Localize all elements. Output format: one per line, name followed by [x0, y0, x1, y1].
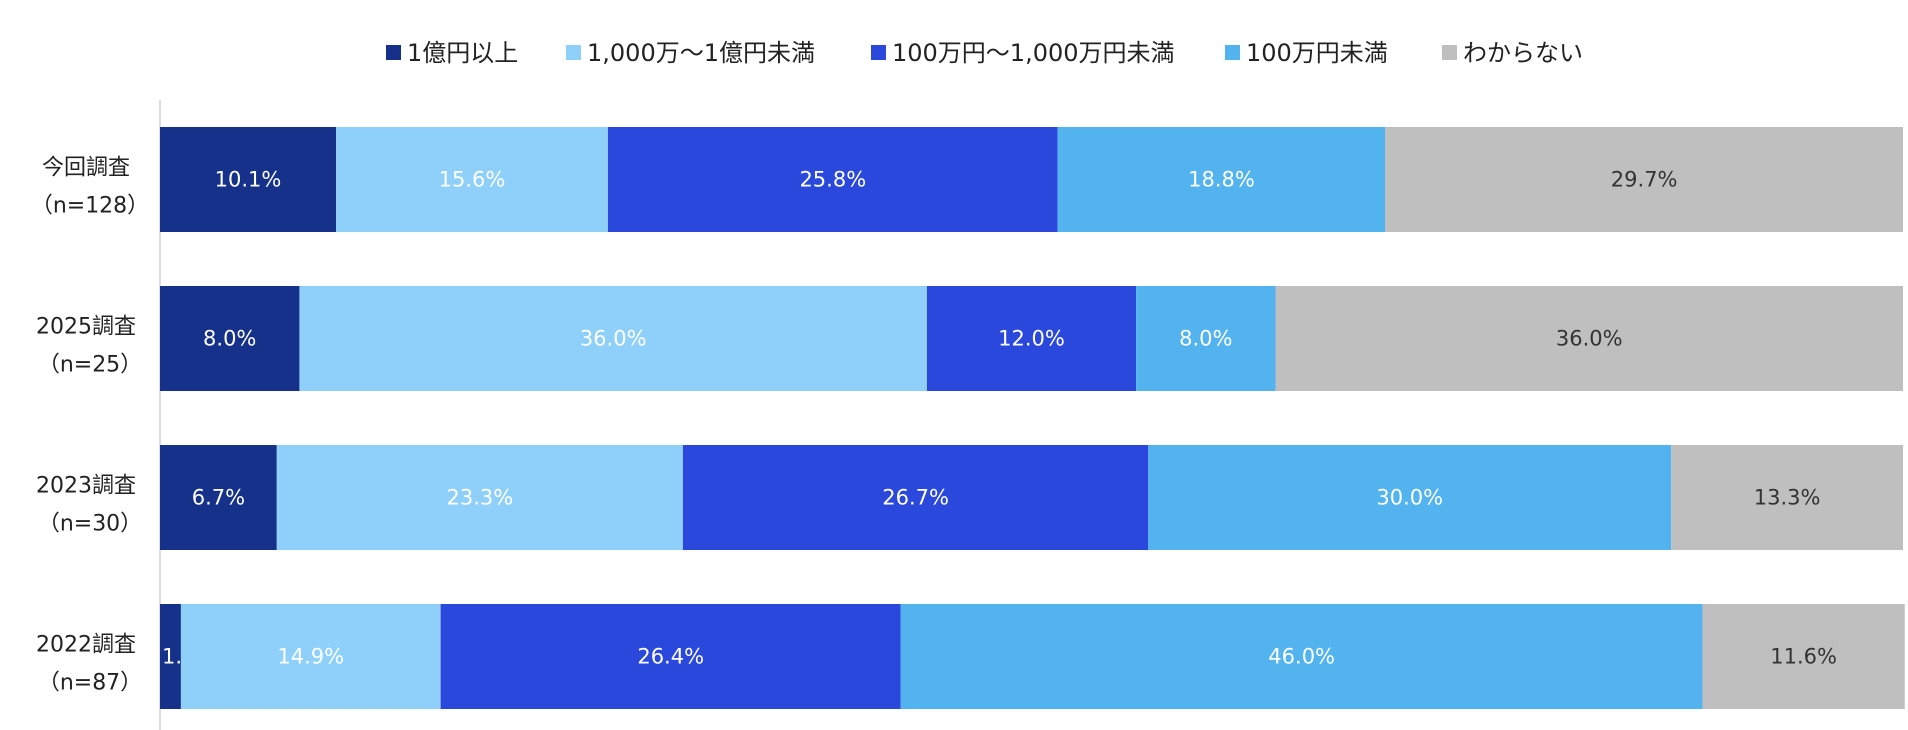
legend-swatch [1442, 45, 1457, 60]
bar-row: 10.1% 15.6% 25.8% 18.8% 29.7% [160, 127, 1903, 232]
legend-label: 100万円～1,000万円未満 [892, 39, 1175, 67]
category-label-line2: （n=30） [38, 512, 142, 537]
category-label-line1: 2025調査 [36, 315, 136, 340]
data-label: 15.6% [439, 168, 506, 192]
data-label: 26.7% [882, 486, 949, 510]
bar-segment [276, 445, 683, 550]
data-label: 10.1% [215, 168, 282, 192]
category-label: 2022調査 （n=87） [36, 633, 142, 696]
legend-swatch [871, 45, 886, 60]
bar-segment [440, 604, 901, 709]
category-label: 今回調査 （n=128） [31, 156, 149, 219]
data-label: 8.0% [203, 327, 256, 351]
bar-segment [926, 286, 1137, 391]
legend-swatch [566, 45, 581, 60]
data-label: 23.3% [446, 486, 513, 510]
bar-segment [160, 604, 181, 709]
data-label: 18.8% [1188, 168, 1255, 192]
bar-segment [682, 445, 1149, 550]
bar-segment [1702, 604, 1905, 709]
bar-segment [160, 127, 337, 232]
legend-label: 100万円未満 [1246, 39, 1388, 67]
bar-row: 6.7% 23.3% 26.7% 30.0% 13.3% [160, 445, 1903, 550]
legend-item: 1億円以上 [386, 39, 518, 67]
category-label-line1: 今回調査 [42, 156, 130, 181]
category-label-line2: （n=87） [38, 671, 142, 696]
data-label: 6.7% [192, 486, 245, 510]
category-label: 2025調査 （n=25） [36, 315, 142, 378]
legend-item: わからない [1442, 39, 1583, 67]
category-label-line1: 2022調査 [36, 633, 136, 658]
data-label: 25.8% [799, 168, 866, 192]
data-label: 14.9% [277, 645, 344, 669]
category-label: 2023調査 （n=30） [36, 474, 142, 537]
data-label: 30.0% [1376, 486, 1443, 510]
legend-label: 1,000万～1億円未満 [587, 39, 815, 67]
category-label-line2: （n=128） [31, 194, 149, 219]
bar-segment [180, 604, 441, 709]
legend-item: 100万円未満 [1225, 39, 1388, 67]
bar-segment [1136, 286, 1276, 391]
chart-legend: 1億円以上 1,000万～1億円未満 100万円～1,000万円未満 100万円未満 わ… [386, 39, 1583, 67]
data-label: 29.7% [1611, 168, 1678, 192]
legend-item: 1,000万～1億円未満 [566, 39, 815, 67]
legend-label: わからない [1463, 39, 1583, 67]
legend-item: 100万円～1,000万円未満 [871, 39, 1175, 67]
bar-segment [1275, 286, 1903, 391]
category-label-line1: 2023調査 [36, 474, 136, 499]
legend-swatch [1225, 45, 1240, 60]
category-labels: 今回調査 （n=128） 2025調査 （n=25） 2023調査 （n=30） 2022調… [31, 156, 149, 696]
bar-segment [1671, 445, 1903, 550]
bar-segment [1148, 445, 1672, 550]
bar-segment [1385, 127, 1903, 232]
bar-segment [336, 127, 608, 232]
bar-segment [160, 445, 277, 550]
bar-segment [299, 286, 927, 391]
bar-row: 8.0% 36.0% 12.0% 8.0% 36.0% [160, 286, 1903, 391]
data-label: 46.0% [1268, 645, 1335, 669]
category-label-line2: （n=25） [38, 353, 142, 378]
data-label: 36.0% [1556, 327, 1623, 351]
bar-segment [607, 127, 1058, 232]
data-label: 8.0% [1179, 327, 1232, 351]
bar-segment [160, 286, 300, 391]
data-label: 36.0% [580, 327, 647, 351]
data-label: 13.3% [1754, 486, 1821, 510]
data-label: 11.6% [1770, 645, 1837, 669]
bar-row: 1.2%14.9%26.4%46.0%11.6% [160, 604, 1905, 709]
legend-swatch [386, 45, 401, 60]
bars-group: 10.1% 15.6% 25.8% 18.8% 29.7%8.0% 36.0% 12.0% 8… [160, 127, 1905, 709]
data-label: 26.4% [637, 645, 704, 669]
bar-segment [1057, 127, 1386, 232]
data-label: 12.0% [998, 327, 1065, 351]
bar-segment [900, 604, 1703, 709]
legend-label: 1億円以上 [407, 39, 518, 67]
